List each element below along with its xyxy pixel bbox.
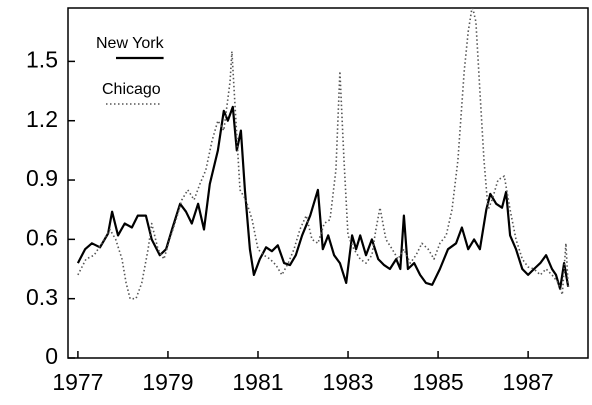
x-tick-label: 1983 [322, 369, 373, 395]
y-tick-label: 0.6 [26, 224, 58, 250]
y-tick-label: 1.5 [26, 46, 58, 72]
series-line [77, 8, 569, 300]
y-tick-label: 0.9 [26, 165, 58, 191]
x-tick-label: 1979 [142, 369, 193, 395]
x-tick-label: 1981 [232, 369, 283, 395]
y-tick-label: 1.2 [26, 106, 58, 132]
y-tick-label: 0 [45, 343, 58, 369]
plot-frame [67, 7, 589, 359]
x-tick-label: 1985 [412, 369, 463, 395]
legend-label: Chicago [102, 81, 161, 98]
lines [76, 8, 570, 300]
y-tick-label: 0.3 [26, 284, 58, 310]
x-tick-label: 1987 [503, 369, 554, 395]
legend-label: New York [96, 35, 165, 52]
x-tick-label: 1977 [52, 369, 103, 395]
series-line [76, 105, 570, 290]
